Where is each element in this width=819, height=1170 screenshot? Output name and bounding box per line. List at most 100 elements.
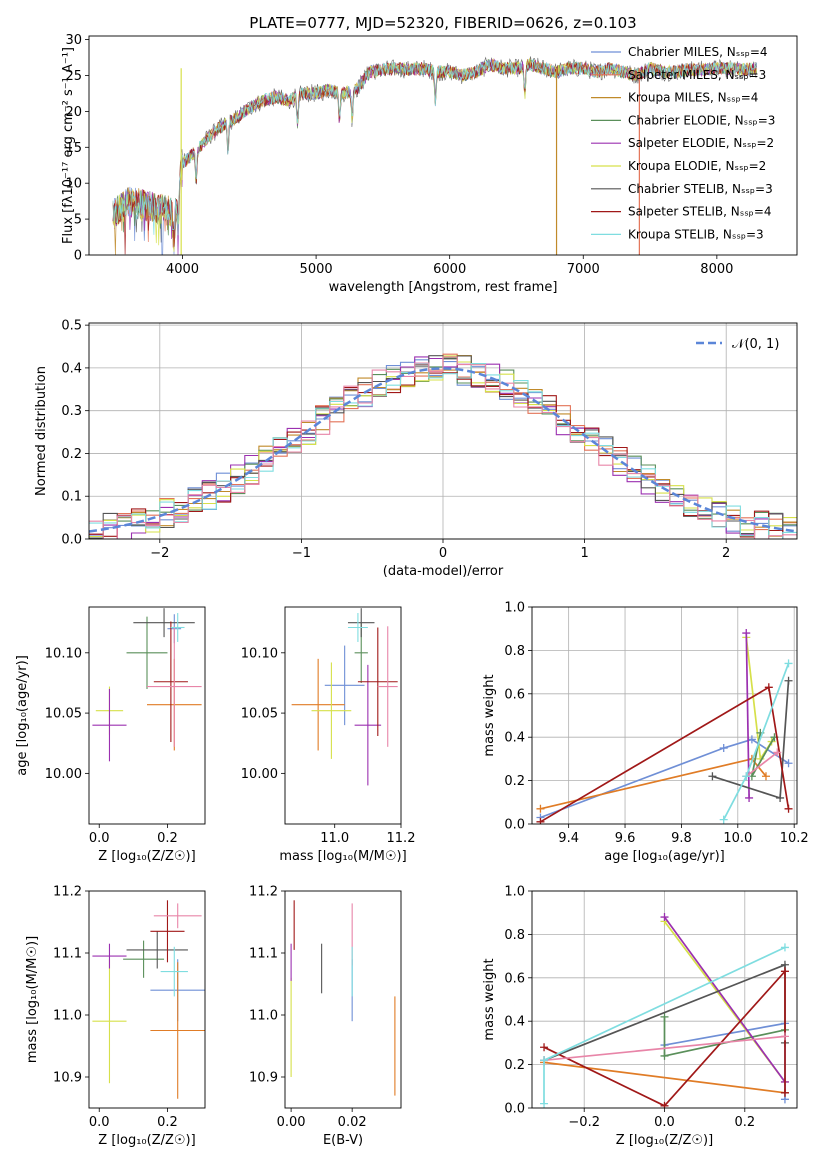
axes-frame [88,606,206,825]
spectrum-plot [112,56,758,255]
y-axis-label: mass weight [482,958,497,1040]
x-tick-label: 0.2 [157,1115,178,1130]
y-tick-label: 0.6 [504,971,525,986]
weight-marker [761,772,770,781]
y-tick-label: 11.0 [53,1009,82,1024]
x-tick-label: 11.2 [387,831,416,846]
y-tick-label: 10.00 [45,767,82,782]
weight-marker [708,772,717,781]
x-tick-label: 1 [580,546,588,561]
x-tick-label: 9.8 [671,831,692,846]
y-tick-label: 0.4 [61,361,82,376]
weight-marker [747,735,756,744]
axes-frame [284,606,402,825]
x-axis-label: mass [log₁₀(M/M☉)] [279,849,406,864]
y-tick-label: 0.0 [61,533,82,548]
weight-marker [780,967,789,976]
x-axis-label: (data-model)/error [383,564,504,579]
x-tick-label: 0 [439,546,447,561]
x-axis-label: wavelength [Angstrom, rest frame] [329,280,558,295]
histogram-step [89,362,797,539]
weight-line [540,738,789,819]
weight-marker [540,1099,549,1108]
weight-marker [784,676,793,685]
legend-label: Salpeter ELODIE, Nₛₛₚ=2 [628,136,774,150]
x-tick-label: 0.0 [654,1115,675,1130]
y-tick-label: 11.1 [53,947,82,962]
y-tick-label: 10.05 [45,707,82,722]
legend-label: Salpeter STELIB, Nₛₛₚ=4 [628,205,772,219]
y-tick-label: 0.2 [504,774,525,789]
weight-marker [660,1051,669,1060]
weight-line [663,1016,786,1057]
y-tick-label: 0.4 [504,731,525,746]
x-tick-label: 4000 [166,262,199,277]
legend-label: Kroupa ELODIE, Nₛₛₚ=2 [628,159,766,173]
x-axis-label: Z [log₁₀(Z/Z☉)] [616,1133,713,1148]
weight-marker [540,1043,549,1052]
y-tick-label: 5 [74,213,82,228]
residuals-plot [89,353,797,539]
weight-marker [536,804,545,813]
weight-vs-age-panel: 9.4 9.6 9.8 10.0 10.2 0.0 0.2 0.4 0.6 0.8 1.0 age [… [482,601,809,865]
weight-marker [780,1032,789,1041]
mass-vs-ebv-panel: 0.00 0.02 10.9 11.0 11.1 11.2 E(B-V) [249,885,402,1148]
y-tick-label: 11.2 [53,885,82,900]
y-tick-label: 11.1 [249,947,278,962]
x-tick-label: 0.0 [89,1115,110,1130]
weight-marker [773,748,782,757]
y-tick-label: 0.0 [504,1102,525,1117]
weight-line [663,916,786,1083]
weight-vs-age-plot [536,629,793,824]
weight-line [540,685,790,823]
axes-frame [88,890,206,1109]
mass-vs-Z-panel: 0.0 0.2 10.9 11.0 11.1 11.2 Z [log₁₀(Z/Z☉)] mas… [25,885,206,1148]
weight-vs-Z-panel: −0.2 0.0 0.2 0.0 0.2 0.4 0.6 0.8 1.0 Z [log₁₀(Z/Z… [482,885,798,1148]
y-tick-label: 10.10 [241,646,278,661]
legend-label: Kroupa MILES, Nₛₛₚ=4 [628,91,758,105]
weight-marker [719,744,728,753]
y-tick-label: 1.0 [504,601,525,616]
x-tick-label: 9.6 [615,831,636,846]
y-axis-label: Flux [fλ10⁻¹⁷ erg cm⁻² s⁻¹ A⁻¹] [61,47,76,244]
weight-marker [745,793,754,802]
weight-marker [719,815,728,824]
y-tick-label: 15 [65,141,82,156]
y-axis-label: age [log₁₀(age/yr)] [15,655,30,776]
age-vs-mass-panel: 11.0 11.2 10.00 10.05 10.10 mass [log₁₀(M/M☉)… [241,606,416,864]
y-axis-label: Normed distribution [34,366,49,496]
x-tick-label: −0.2 [568,1115,600,1130]
y-tick-label: 10.05 [241,707,278,722]
age-vs-Z-plot [92,608,202,762]
x-tick-label: 0.2 [157,831,178,846]
chart-title: PLATE=0777, MJD=52320, FIBERID=0626, z=0… [249,14,636,32]
legend-label: Chabrier MILES, Nₛₛₚ=4 [628,45,768,59]
legend-label: Salpeter MILES, Nₛₛₚ=3 [628,68,766,82]
y-tick-label: 0.2 [504,1058,525,1073]
axes-frame [88,322,798,540]
weight-marker [660,913,669,922]
y-tick-label: 1.0 [504,885,525,900]
x-tick-label: 9.4 [558,831,579,846]
x-tick-label: 11.0 [320,831,349,846]
weight-marker [780,943,789,952]
legend-label: Chabrier ELODIE, Nₛₛₚ=3 [628,113,775,127]
y-tick-label: 0.8 [504,928,525,943]
spectrum-panel: 4000 5000 6000 7000 8000 0 5 10 15 20 25 30 waveleng… [61,14,798,295]
weight-line [664,1022,786,1100]
weight-marker [784,659,793,668]
weight-marker [784,804,793,813]
y-tick-label: 10.9 [53,1071,82,1086]
x-tick-label: 10.0 [723,831,752,846]
x-tick-label: −2 [150,546,169,561]
normal-curve [89,367,797,533]
weight-line [543,1035,786,1062]
y-tick-label: 25 [65,69,82,84]
legend-label: Chabrier STELIB, Nₛₛₚ=3 [628,182,773,196]
y-tick-label: 11.2 [249,885,278,900]
mass-vs-Z-plot [92,900,205,1099]
weight-marker [780,1088,789,1097]
weight-marker [776,793,785,802]
x-axis-label: Z [log₁₀(Z/Z☉)] [98,849,195,864]
